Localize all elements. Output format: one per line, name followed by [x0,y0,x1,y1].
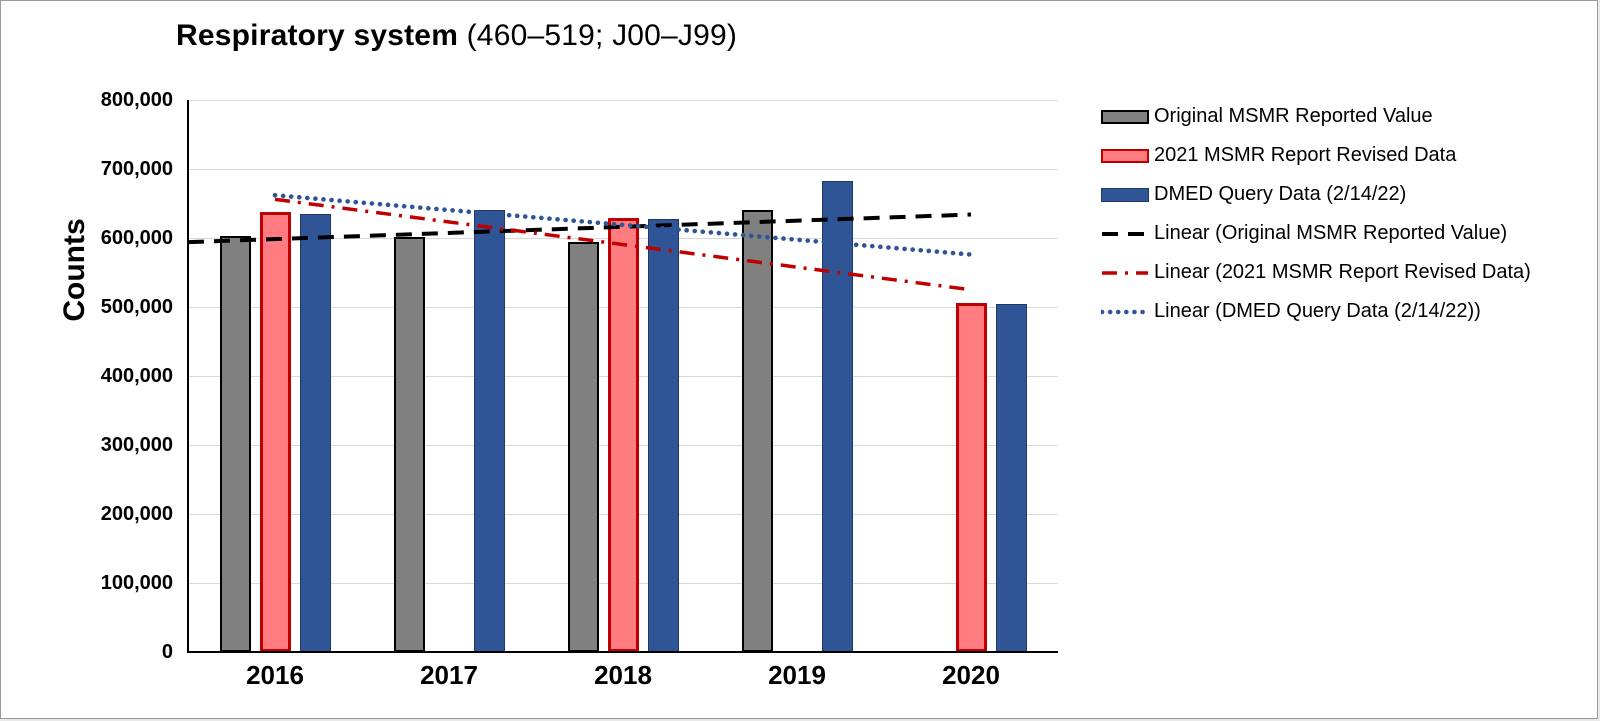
bar-2017-series-0 [393,236,425,652]
bar-2019-series-2 [821,180,853,652]
legend-swatch-line [1101,309,1149,314]
y-tick-label: 500,000 [100,296,173,318]
x-tick-label-2020: 2020 [942,660,1000,690]
legend-swatch-bar [1101,109,1149,124]
y-tick-label: 100,000 [100,572,173,594]
bar-2016-series-2 [299,213,331,652]
x-tick-label-2019: 2019 [768,660,826,690]
trendlines-layer [187,192,974,292]
legend-label: Linear (2021 MSMR Report Revised Data) [1154,261,1531,283]
bar-2018-series-1 [607,218,639,652]
y-tick-label: 800,000 [100,89,173,111]
y-tick-label: 400,000 [100,365,173,387]
x-axis-line [187,651,1058,653]
legend-item-0: Original MSMR Reported Value [1101,97,1531,136]
legend-item-1: 2021 MSMR Report Revised Data [1101,136,1531,175]
y-tick-label: 700,000 [100,158,173,180]
legend-swatch-bar [1101,148,1149,163]
legend-label: Original MSMR Reported Value [1154,105,1433,127]
gridline [188,168,1058,170]
chart-title-codes: (460–519; J00–J99) [458,19,738,52]
bar-2017-series-2 [473,210,505,652]
legend-item-5: Linear (DMED Query Data (2/14/22)) [1101,292,1531,331]
legend-swatch-line [1102,231,1148,236]
y-tick-label: 300,000 [100,434,173,456]
legend-swatch-bar [1101,187,1149,202]
legend: Original MSMR Reported Value 2021 MSMR Re… [1101,97,1531,331]
legend-label: Linear (Original MSMR Reported Value) [1154,222,1508,244]
trendline-0 [187,212,972,245]
trendline-1 [274,197,972,292]
chart-title-main: Respiratory system [176,19,459,52]
chart-title: Respiratory system (460–519; J00–J99) [176,19,737,53]
gridline [188,99,1058,101]
x-tick-label-2016: 2016 [246,660,304,690]
legend-item-4: Linear (2021 MSMR Report Revised Data) [1101,253,1531,292]
y-axis-title: Counts [58,218,91,322]
x-tick-label-2018: 2018 [594,660,652,690]
legend-label: Linear (DMED Query Data (2/14/22)) [1154,300,1481,322]
y-axis-line [187,100,189,652]
legend-label: DMED Query Data (2/14/22) [1154,183,1407,205]
legend-item-3: Linear (Original MSMR Reported Value) [1101,214,1531,253]
x-tick-label-2017: 2017 [420,660,478,690]
legend-item-2: DMED Query Data (2/14/22) [1101,175,1531,214]
bar-2018-series-2 [647,218,679,652]
bar-2020-series-1 [955,302,987,652]
trendline-2 [272,192,974,257]
legend-swatch-line [1102,270,1148,275]
y-tick-label: 600,000 [100,227,173,249]
bar-2019-series-0 [741,209,773,652]
bar-2018-series-0 [567,242,599,652]
bar-2020-series-2 [995,303,1027,652]
bar-2016-series-0 [219,235,251,652]
legend-label: 2021 MSMR Report Revised Data [1154,144,1457,166]
y-tick-label: 0 [161,641,173,663]
bar-2016-series-1 [259,212,291,652]
y-tick-label: 200,000 [100,503,173,525]
plot-area: 0 100,000 200,000 300,000 400,000 500,000 600,… [101,90,1058,690]
